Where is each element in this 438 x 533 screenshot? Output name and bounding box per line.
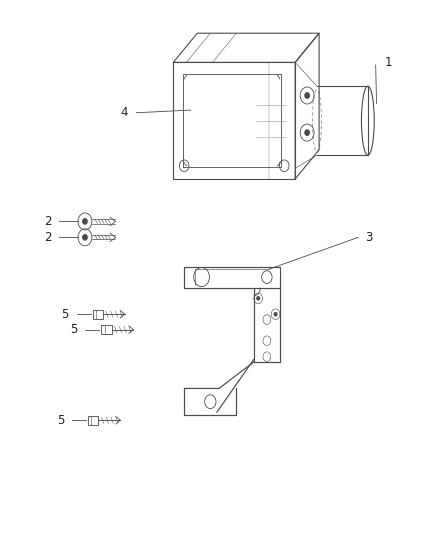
Text: 5: 5	[57, 414, 64, 427]
Circle shape	[257, 297, 259, 300]
Text: 3: 3	[365, 231, 372, 244]
Text: 2: 2	[44, 231, 51, 244]
Text: 5: 5	[61, 308, 69, 321]
Circle shape	[305, 93, 309, 98]
Text: 5: 5	[70, 323, 78, 336]
Circle shape	[305, 130, 309, 135]
Circle shape	[83, 219, 87, 224]
Text: 1: 1	[385, 56, 392, 69]
Text: 4: 4	[120, 106, 127, 119]
Circle shape	[274, 313, 277, 316]
Circle shape	[83, 235, 87, 240]
Text: 2: 2	[44, 215, 51, 228]
